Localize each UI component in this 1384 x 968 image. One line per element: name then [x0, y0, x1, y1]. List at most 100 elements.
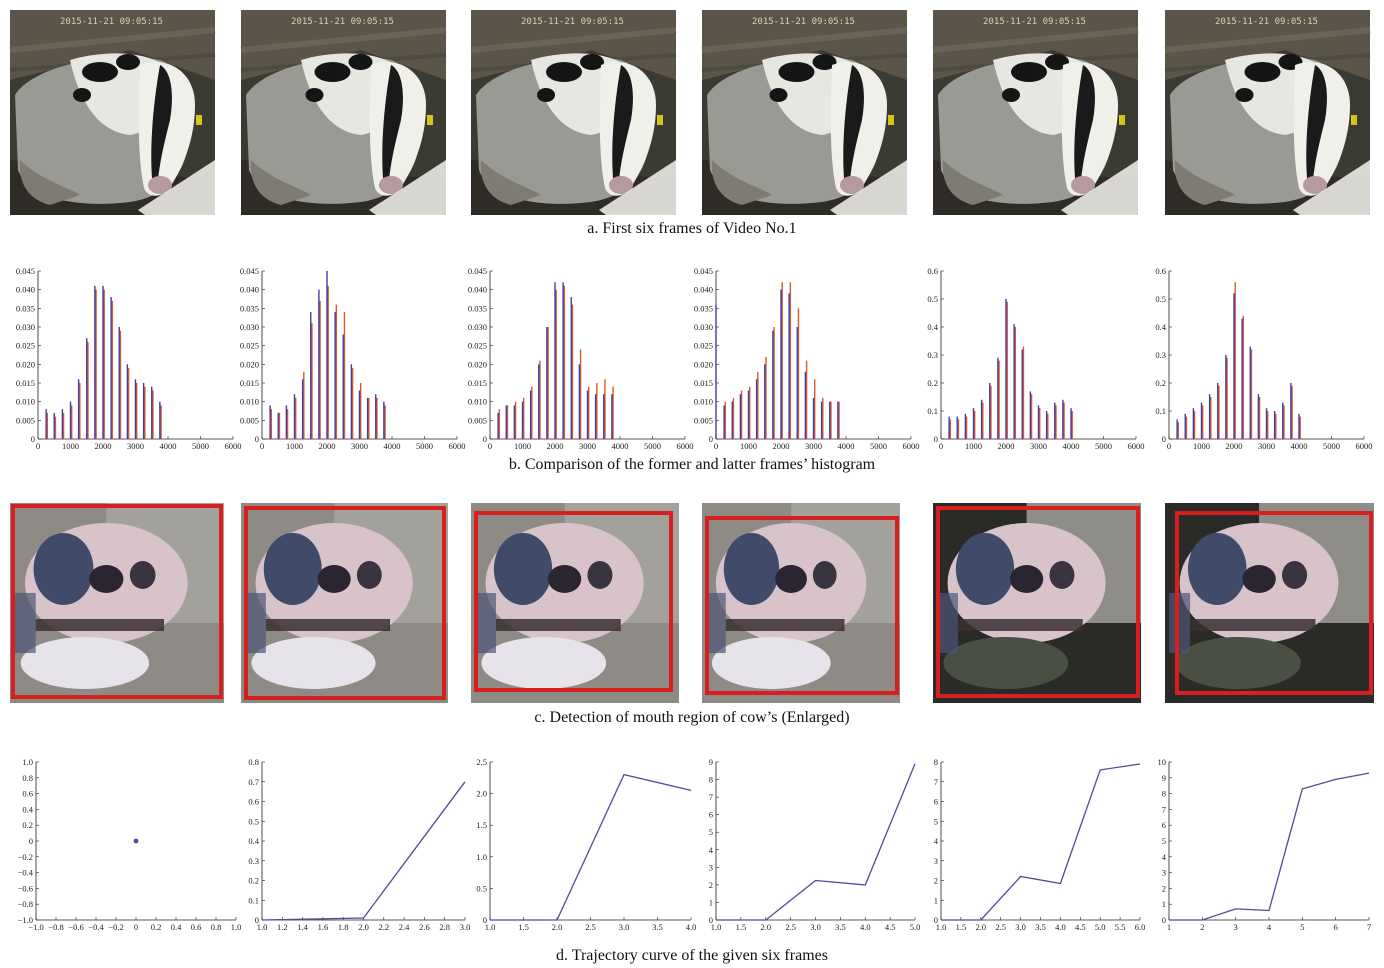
- y-tick-label: 0.2: [1155, 378, 1166, 388]
- y-tick-label: 2.0: [476, 789, 487, 799]
- y-tick-label: 7: [934, 777, 938, 787]
- y-tick-label: 0.4: [22, 804, 33, 814]
- trajectory-chart-3: 1.0 1.5 2.0 2.5 3.0 3.5 4.0 0 0.5 1.0 1.5 2.0 2.5: [476, 757, 696, 932]
- y-tick-label: 0.5: [476, 883, 487, 893]
- x-tick-label: 1.6: [318, 922, 329, 932]
- x-tick-label: 1.0: [711, 922, 722, 932]
- trajectory-row: −1.0 −0.8 −0.6 −0.4 −0.2 0 0.2 0.4 0.6 0.8 1.0 −1.0…: [0, 752, 1384, 942]
- x-tick-label: 1000: [62, 441, 79, 451]
- trajectory-line: [941, 763, 1141, 921]
- y-tick-label: 0.025: [16, 341, 35, 351]
- y-tick-label: 0.045: [468, 266, 487, 276]
- y-tick-label: −0.8: [18, 899, 33, 909]
- x-tick-label: 4000: [1063, 441, 1080, 451]
- y-tick-label: 0.7: [248, 777, 259, 787]
- x-tick-label: 3000: [1258, 441, 1275, 451]
- histogram-chart-4: 0 1000 2000 3000 4000 5000 6000 0 0.005 0.010 0.01…: [694, 266, 920, 451]
- y-tick-label: 3: [1162, 868, 1166, 878]
- y-tick-label: 0: [709, 915, 713, 925]
- y-tick-label: 0.025: [694, 341, 713, 351]
- trajectory-line: [261, 781, 466, 921]
- x-tick-label: 0: [134, 922, 138, 932]
- caption-c: c. Detection of mouth region of cow’s (E…: [534, 709, 850, 726]
- x-tick-label: 3.0: [460, 922, 471, 932]
- caption-b: b. Comparison of the former and latter f…: [508, 456, 876, 473]
- y-tick-label: −1.0: [18, 915, 33, 925]
- y-tick-label: 0.015: [240, 378, 259, 388]
- y-tick-label: 0.6: [927, 266, 938, 276]
- y-tick-label: 0: [31, 434, 35, 444]
- trajectory-chart-4: 1.0 1.5 2.0 2.5 3.0 3.5 4.0 4.5 5.0 0 1 2 3 4 5 6 7 8 9: [709, 757, 921, 932]
- x-tick-label: 5.0: [910, 922, 921, 932]
- y-tick-label: 3: [709, 862, 713, 872]
- y-tick-label: 0.045: [16, 266, 35, 276]
- x-tick-label: 3: [1234, 922, 1238, 932]
- histogram-chart-3: 0 1000 2000 3000 4000 5000 6000 0 0.005 0.010 0.01…: [468, 266, 694, 451]
- cow-frame-4: 2015-11-21 09:05:15: [701, 10, 908, 215]
- y-tick-label: 1: [934, 895, 938, 905]
- frame-timestamp: 2015-11-21 09:05:15: [752, 17, 855, 27]
- y-tick-label: 0.030: [694, 322, 713, 332]
- cow-frame-5: 2015-11-21 09:05:15: [932, 10, 1139, 215]
- cow-frame-1: 2015-11-21 09:05:15: [9, 10, 216, 215]
- y-tick-label: 0: [255, 434, 259, 444]
- y-tick-label: 0.010: [468, 397, 487, 407]
- x-tick-label: 0: [939, 441, 943, 451]
- y-tick-label: 0.010: [694, 397, 713, 407]
- mouth-detection-row: [0, 503, 1384, 703]
- x-tick-label: 1.4: [297, 922, 308, 932]
- y-tick-label: 7: [709, 792, 713, 802]
- x-tick-label: 6: [1334, 922, 1338, 932]
- y-tick-label: 6: [1162, 820, 1166, 830]
- x-tick-label: 4.5: [885, 922, 896, 932]
- mouth-crop-3: [471, 503, 679, 703]
- x-tick-label: 0: [488, 441, 492, 451]
- x-tick-label: −1.0: [28, 922, 43, 932]
- x-tick-label: 6000: [1356, 441, 1373, 451]
- y-tick-label: 0.020: [468, 359, 487, 369]
- y-tick-label: 2: [934, 876, 938, 886]
- mouth-crop-1: [10, 503, 224, 703]
- x-tick-label: 6000: [677, 441, 694, 451]
- detection-box: [11, 504, 223, 699]
- mouth-crop-6: [1165, 503, 1374, 703]
- trajectory-chart-5: 1.0 1.5 2.0 2.5 3.0 3.5 4.0 4.5 5.0 5.5 6.0 0 1 2 3 4 5 6…: [934, 757, 1146, 932]
- mouth-crop-5: [933, 503, 1141, 703]
- x-tick-label: 2.8: [439, 922, 450, 932]
- x-tick-label: 3.5: [652, 922, 663, 932]
- histogram-chart-5: 0 1000 2000 3000 4000 5000 6000 0 0.1 0.2 0.3 0.4 0.…: [927, 266, 1144, 451]
- x-tick-label: 0.4: [171, 922, 182, 932]
- x-tick-label: 2.0: [358, 922, 369, 932]
- x-tick-label: 5000: [1095, 441, 1112, 451]
- x-tick-label: 2000: [95, 441, 112, 451]
- y-tick-label: 0.015: [468, 378, 487, 388]
- x-tick-label: 2000: [1226, 441, 1243, 451]
- frame-timestamp: 2015-11-21 09:05:15: [983, 17, 1086, 27]
- y-tick-label: 0.1: [927, 406, 938, 416]
- x-tick-label: 2.0: [552, 922, 563, 932]
- y-tick-label: 10: [1158, 757, 1167, 767]
- detection-box: [474, 511, 673, 692]
- detection-box: [1175, 511, 1373, 695]
- y-tick-label: 0.045: [694, 266, 713, 276]
- frame-timestamp: 2015-11-21 09:05:15: [291, 17, 394, 27]
- y-tick-label: 0.3: [1155, 350, 1166, 360]
- y-tick-label: 0.005: [694, 415, 713, 425]
- x-tick-label: 2.0: [760, 922, 771, 932]
- y-tick-label: 0: [1162, 915, 1166, 925]
- x-tick-label: 6000: [225, 441, 242, 451]
- y-tick-label: 7: [1162, 804, 1166, 814]
- y-tick-label: 0.035: [468, 303, 487, 313]
- x-tick-label: 2000: [547, 441, 564, 451]
- x-tick-label: 5000: [192, 441, 209, 451]
- x-tick-label: 1: [1167, 922, 1171, 932]
- x-tick-label: 5.5: [1115, 922, 1126, 932]
- x-tick-label: 6000: [1128, 441, 1145, 451]
- y-tick-label: 6: [709, 810, 713, 820]
- mouth-crop-4: [702, 503, 900, 703]
- y-tick-label: 0.1: [248, 895, 259, 905]
- y-tick-label: 0.030: [16, 322, 35, 332]
- y-tick-label: 0.025: [240, 341, 259, 351]
- x-tick-label: 1000: [1193, 441, 1210, 451]
- x-tick-label: 3000: [127, 441, 144, 451]
